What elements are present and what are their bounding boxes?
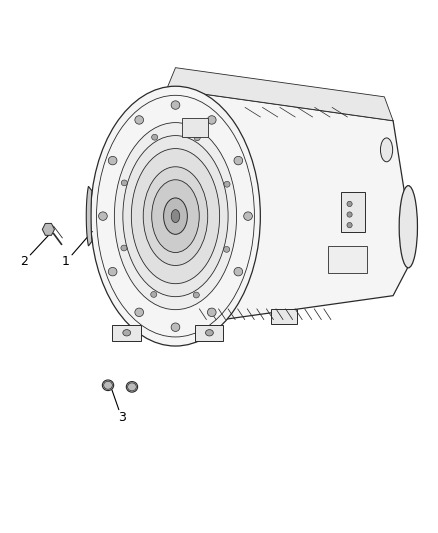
Ellipse shape [151,292,157,297]
Ellipse shape [224,181,230,187]
Ellipse shape [135,116,144,124]
Ellipse shape [114,123,237,310]
Ellipse shape [171,209,180,223]
Ellipse shape [164,198,187,235]
Ellipse shape [205,329,213,336]
Ellipse shape [347,222,352,228]
Ellipse shape [131,149,219,284]
Ellipse shape [108,268,117,276]
Ellipse shape [96,95,254,337]
Polygon shape [42,223,54,236]
Ellipse shape [108,156,117,165]
Ellipse shape [135,308,144,317]
Polygon shape [167,68,393,120]
Ellipse shape [143,167,208,265]
Ellipse shape [121,245,127,251]
Ellipse shape [381,138,392,162]
Text: 3: 3 [118,411,126,424]
Ellipse shape [171,101,180,109]
Polygon shape [113,325,141,341]
Ellipse shape [126,382,138,392]
Ellipse shape [104,381,113,389]
Ellipse shape [91,86,260,346]
Bar [328,246,367,273]
Ellipse shape [127,383,136,391]
Ellipse shape [224,246,230,252]
Bar [182,118,208,136]
Ellipse shape [208,308,216,317]
Ellipse shape [399,185,417,268]
Ellipse shape [152,134,158,140]
Ellipse shape [244,212,252,220]
Ellipse shape [194,135,200,141]
Ellipse shape [347,212,352,217]
Ellipse shape [123,135,228,297]
Ellipse shape [123,329,131,336]
Polygon shape [271,309,297,324]
Ellipse shape [99,212,107,220]
Polygon shape [195,325,223,341]
Ellipse shape [208,116,216,124]
Ellipse shape [234,268,243,276]
Ellipse shape [152,180,199,253]
Ellipse shape [234,156,243,165]
Ellipse shape [121,180,127,186]
Bar [341,192,365,232]
Ellipse shape [102,380,114,391]
Text: 1: 1 [62,255,70,268]
Polygon shape [167,89,408,327]
Ellipse shape [347,201,352,207]
Polygon shape [86,186,92,246]
Ellipse shape [193,292,199,298]
Ellipse shape [171,323,180,332]
Text: 2: 2 [20,255,28,268]
